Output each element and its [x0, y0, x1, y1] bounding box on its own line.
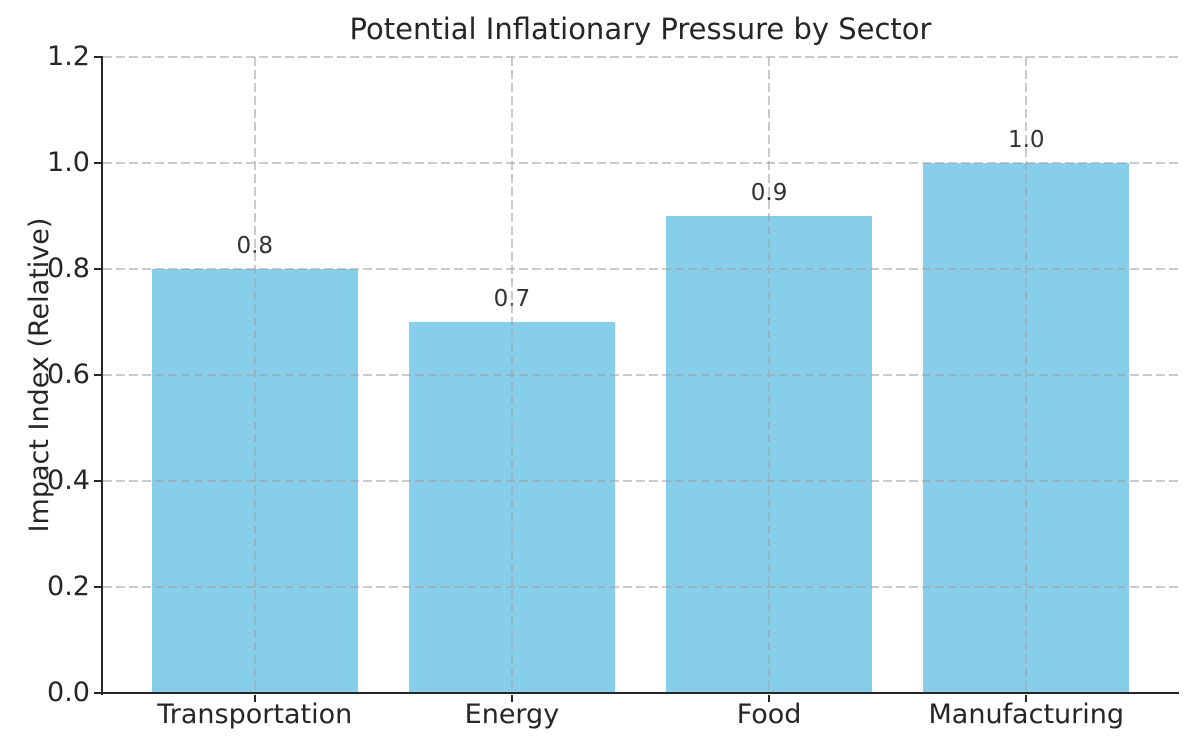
y-tick-label: 0.6: [47, 359, 90, 390]
y-tick-mark: [94, 692, 103, 694]
x-tick-label: Manufacturing: [928, 699, 1124, 730]
y-tick-label: 1.0: [47, 147, 90, 178]
y-tick-mark: [94, 480, 103, 482]
x-tick-mark: [1025, 695, 1028, 702]
y-tick-label: 1.2: [47, 41, 90, 72]
y-gridline: [103, 162, 1178, 164]
x-tick-mark: [253, 695, 256, 702]
chart-title: Potential Inflationary Pressure by Secto…: [349, 12, 932, 46]
x-tick-label: Food: [736, 699, 802, 730]
y-gridline: [103, 480, 1178, 482]
x-tick-label: Energy: [464, 699, 560, 730]
y-gridline: [103, 374, 1178, 376]
x-tick-mark: [768, 695, 771, 702]
x-gridline: [1025, 57, 1028, 693]
y-gridline: [103, 56, 1178, 58]
y-tick-mark: [94, 374, 103, 376]
y-tick-label: 0.4: [47, 465, 90, 496]
x-tick-mark: [510, 695, 513, 702]
x-gridline: [511, 57, 513, 693]
y-tick-label: 0.0: [47, 677, 90, 708]
y-tick-mark: [94, 586, 103, 588]
y-tick-mark: [94, 162, 103, 164]
x-gridline: [768, 57, 770, 693]
x-gridline: [253, 57, 256, 693]
x-tick-label: Transportation: [157, 699, 353, 730]
y-gridline: [103, 268, 1178, 270]
y-axis-spine: [101, 57, 103, 695]
y-tick-mark: [94, 56, 103, 58]
y-tick-mark: [94, 268, 103, 270]
x-axis-spine: [101, 692, 1179, 694]
y-gridline: [103, 586, 1178, 588]
y-tick-label: 0.2: [47, 571, 90, 602]
y-tick-label: 0.8: [47, 253, 90, 284]
